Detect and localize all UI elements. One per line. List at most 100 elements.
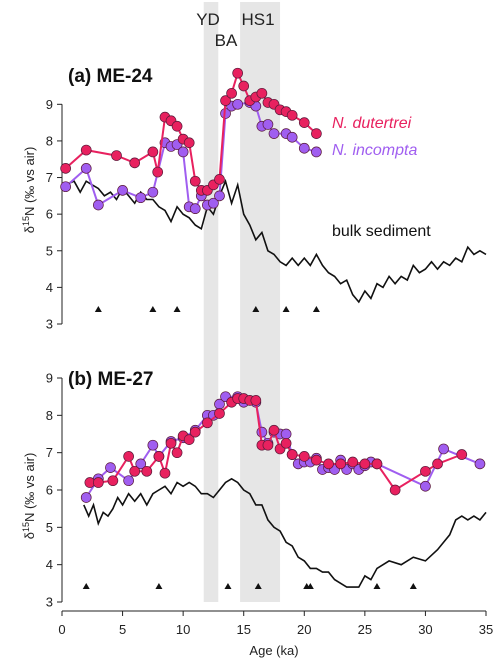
data-point-incompta xyxy=(135,458,147,470)
y-label-delta: δ xyxy=(22,532,37,539)
age-control-marker xyxy=(155,583,163,589)
data-point-dutertrei xyxy=(286,449,298,460)
data-point-dutertrei xyxy=(171,447,183,459)
data-point-dutertrei xyxy=(389,484,401,496)
data-point-dutertrei xyxy=(250,395,262,406)
data-point-incompta xyxy=(80,163,92,174)
age-control-marker xyxy=(373,583,381,589)
series-label-dutertrei-a: N. dutertrei xyxy=(332,115,412,132)
data-point-incompta xyxy=(474,458,486,470)
data-point-incompta xyxy=(256,426,268,438)
band-yd xyxy=(203,2,219,602)
y-label-sup: 15 xyxy=(21,216,31,226)
data-point-incompta xyxy=(60,181,71,193)
panel-title-me27: (b) ME-27 xyxy=(68,369,154,390)
data-point-incompta xyxy=(135,192,147,204)
data-point-incompta xyxy=(420,480,431,492)
y-tick-label: 9 xyxy=(46,97,53,112)
data-point-dutertrei xyxy=(232,67,244,79)
data-point-dutertrei xyxy=(432,458,443,470)
panel-me24: (a) ME-24 N. dutertrei N. incompta bulk … xyxy=(21,66,487,332)
band-label-hs1: HS1 xyxy=(241,10,274,29)
data-point-dutertrei xyxy=(286,109,298,121)
x-tick-label: 5 xyxy=(119,622,126,637)
data-point-dutertrei xyxy=(107,475,119,487)
y-label-delta: δ xyxy=(22,226,37,233)
data-point-dutertrei xyxy=(359,458,371,470)
data-point-dutertrei xyxy=(165,437,177,449)
data-point-incompta xyxy=(286,131,298,143)
y-tick-label: 7 xyxy=(46,445,53,460)
data-point-dutertrei xyxy=(111,150,122,161)
data-point-dutertrei xyxy=(456,449,468,460)
data-point-dutertrei xyxy=(335,458,346,470)
data-point-dutertrei xyxy=(323,458,334,470)
band-label-ba: BA xyxy=(215,31,238,50)
series-label-bulk-a: bulk sediment xyxy=(332,223,431,240)
data-point-incompta xyxy=(268,128,280,139)
data-point-dutertrei xyxy=(220,95,231,106)
x-tick-label: 25 xyxy=(358,622,372,637)
series-line-bulk xyxy=(83,477,487,588)
data-point-dutertrei xyxy=(226,87,237,99)
data-point-dutertrei xyxy=(256,87,268,99)
data-point-dutertrei xyxy=(298,117,310,128)
x-tick-label: 30 xyxy=(418,622,432,637)
data-point-dutertrei xyxy=(214,174,225,185)
data-point-dutertrei xyxy=(183,137,195,149)
data-point-dutertrei xyxy=(202,417,213,429)
y-tick-label: 6 xyxy=(46,207,53,222)
data-point-dutertrei xyxy=(153,451,165,462)
data-point-dutertrei xyxy=(159,467,171,479)
data-point-dutertrei xyxy=(280,437,292,449)
data-point-dutertrei xyxy=(183,434,195,445)
data-point-dutertrei xyxy=(262,439,274,451)
x-axis-label: Age (ka) xyxy=(249,643,298,658)
x-tick-label: 0 xyxy=(58,622,65,637)
y-label-rest: N (‰ vs air) xyxy=(22,453,37,522)
data-point-dutertrei xyxy=(171,120,183,132)
band-label-yd: YD xyxy=(196,10,220,29)
data-point-dutertrei xyxy=(80,144,92,156)
x-tick-label: 15 xyxy=(236,622,250,637)
x-tick-label: 35 xyxy=(479,622,493,637)
data-point-dutertrei xyxy=(298,451,310,462)
age-control-marker xyxy=(173,306,181,312)
x-tick-label: 20 xyxy=(297,622,311,637)
y-label-sup: 15 xyxy=(21,522,31,532)
y-tick-label: 8 xyxy=(46,408,53,423)
data-point-dutertrei xyxy=(92,477,104,488)
data-point-dutertrei xyxy=(129,465,141,477)
series-label-incompta-a: N. incompta xyxy=(332,142,417,159)
age-control-marker xyxy=(409,583,417,589)
data-point-incompta xyxy=(262,119,274,130)
data-point-incompta xyxy=(147,186,159,198)
data-point-incompta xyxy=(214,190,225,202)
data-point-incompta xyxy=(92,199,104,211)
data-point-dutertrei xyxy=(152,166,164,178)
y-tick-label: 5 xyxy=(46,520,53,535)
data-point-incompta xyxy=(117,185,128,196)
data-point-incompta xyxy=(311,146,322,158)
age-control-marker xyxy=(306,583,314,589)
data-point-dutertrei xyxy=(60,163,71,174)
age-control-marker xyxy=(282,306,290,312)
data-point-incompta xyxy=(438,443,449,455)
panel-title-me24: (a) ME-24 xyxy=(68,66,153,87)
data-point-dutertrei xyxy=(189,175,201,187)
climate-bands xyxy=(203,2,281,602)
y-tick-label: 3 xyxy=(46,595,53,610)
y-tick-label: 4 xyxy=(46,280,53,295)
age-control-marker xyxy=(94,306,102,312)
data-point-dutertrei xyxy=(129,157,141,169)
data-point-incompta xyxy=(298,142,310,154)
data-point-incompta xyxy=(177,146,189,158)
data-point-dutertrei xyxy=(238,80,250,92)
data-point-incompta xyxy=(123,475,134,487)
data-point-incompta xyxy=(80,492,92,503)
data-point-dutertrei xyxy=(311,128,322,139)
data-point-dutertrei xyxy=(123,451,134,462)
data-point-dutertrei xyxy=(141,465,153,477)
